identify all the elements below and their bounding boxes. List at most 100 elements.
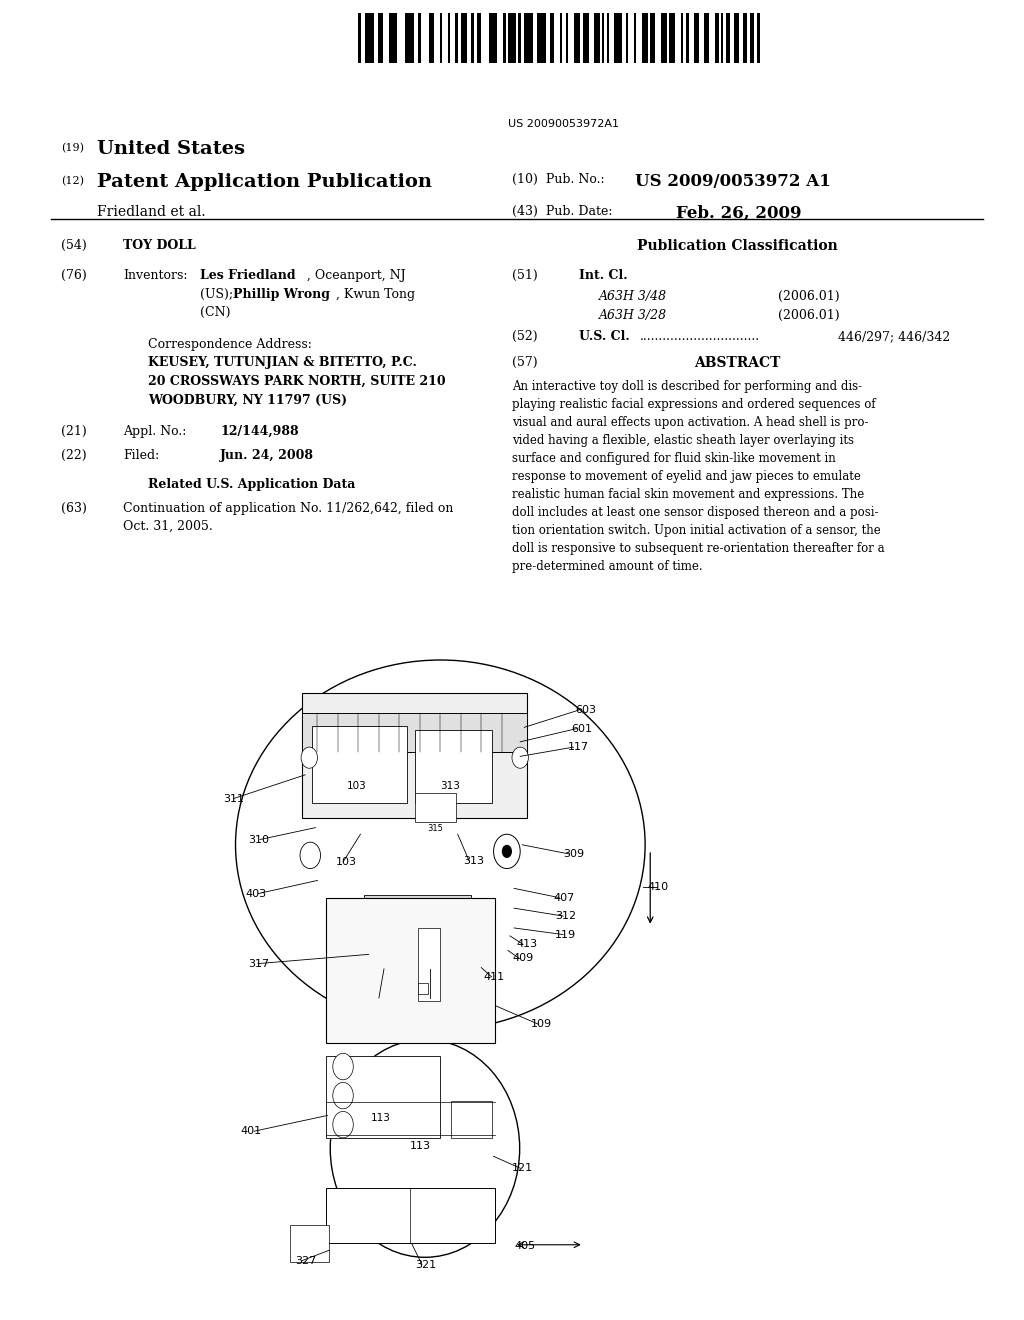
- Text: 403: 403: [246, 888, 267, 899]
- Text: 311: 311: [223, 793, 245, 804]
- Text: (2006.01): (2006.01): [778, 309, 840, 322]
- Text: TOY DOLL: TOY DOLL: [123, 239, 196, 252]
- Bar: [447, 13, 451, 63]
- Bar: [455, 13, 459, 63]
- Text: (57): (57): [512, 356, 538, 370]
- Bar: [415, 730, 492, 803]
- Text: 313: 313: [463, 855, 484, 866]
- Text: 313: 313: [440, 781, 461, 792]
- Text: (54): (54): [61, 239, 87, 252]
- Bar: [613, 13, 622, 63]
- Text: 103: 103: [346, 781, 367, 792]
- Bar: [415, 793, 456, 822]
- Bar: [379, 13, 383, 63]
- Text: (CN): (CN): [200, 306, 230, 319]
- Text: 109: 109: [530, 1019, 552, 1030]
- Text: (51): (51): [512, 269, 538, 282]
- Text: 601: 601: [571, 723, 593, 734]
- Circle shape: [333, 1111, 353, 1138]
- Text: 117: 117: [568, 742, 590, 752]
- Bar: [429, 13, 434, 63]
- Bar: [418, 928, 440, 1001]
- Text: 446/297; 446/342: 446/297; 446/342: [838, 330, 950, 343]
- Text: 407: 407: [553, 892, 574, 903]
- Bar: [312, 726, 407, 803]
- Bar: [669, 13, 675, 63]
- Text: ABSTRACT: ABSTRACT: [694, 356, 780, 371]
- Text: 327: 327: [295, 1255, 316, 1266]
- Circle shape: [512, 747, 528, 768]
- Bar: [726, 13, 730, 63]
- Text: (12): (12): [61, 176, 84, 186]
- Bar: [524, 13, 532, 63]
- Text: Appl. No.:: Appl. No.:: [123, 425, 186, 438]
- Bar: [326, 898, 495, 1043]
- Text: 20 CROSSWAYS PARK NORTH, SUITE 210: 20 CROSSWAYS PARK NORTH, SUITE 210: [148, 375, 446, 388]
- Text: US 20090053972A1: US 20090053972A1: [508, 119, 618, 129]
- Text: Correspondence Address:: Correspondence Address:: [148, 338, 312, 351]
- Bar: [508, 13, 516, 63]
- Text: , Oceanport, NJ: , Oceanport, NJ: [307, 269, 406, 282]
- Text: Feb. 26, 2009: Feb. 26, 2009: [676, 205, 802, 222]
- Bar: [607, 13, 609, 63]
- Text: (52): (52): [512, 330, 538, 343]
- Text: US 2009/0053972 A1: US 2009/0053972 A1: [635, 173, 830, 190]
- Text: 409: 409: [512, 953, 534, 964]
- Bar: [694, 13, 698, 63]
- Circle shape: [502, 845, 512, 858]
- Text: (21): (21): [61, 425, 87, 438]
- Text: (43)  Pub. Date:: (43) Pub. Date:: [512, 205, 612, 218]
- Text: (22): (22): [61, 449, 87, 462]
- Bar: [734, 13, 738, 63]
- Bar: [681, 13, 683, 63]
- Circle shape: [301, 747, 317, 768]
- Circle shape: [333, 1053, 353, 1080]
- Bar: [406, 13, 414, 63]
- Bar: [751, 13, 754, 63]
- Bar: [642, 13, 648, 63]
- Bar: [439, 13, 442, 63]
- Text: Les Friedland: Les Friedland: [200, 269, 295, 282]
- Bar: [686, 13, 689, 63]
- Text: Inventors:: Inventors:: [123, 269, 187, 282]
- Text: 410: 410: [647, 882, 669, 892]
- Text: (76): (76): [61, 269, 87, 282]
- Bar: [660, 13, 667, 63]
- Bar: [389, 13, 397, 63]
- Text: 121: 121: [512, 1163, 534, 1173]
- Text: 12/144,988: 12/144,988: [220, 425, 299, 438]
- Text: An interactive toy doll is described for performing and dis-
playing realistic f: An interactive toy doll is described for…: [512, 380, 885, 573]
- Bar: [461, 13, 467, 63]
- Bar: [419, 13, 421, 63]
- Bar: [518, 13, 521, 63]
- Bar: [743, 13, 746, 63]
- Text: KEUSEY, TUTUNJIAN & BITETTO, P.C.: KEUSEY, TUTUNJIAN & BITETTO, P.C.: [148, 356, 418, 370]
- Text: (2006.01): (2006.01): [778, 290, 840, 304]
- Text: 315: 315: [427, 824, 443, 833]
- Text: Patent Application Publication: Patent Application Publication: [97, 173, 432, 191]
- Text: 401: 401: [241, 1126, 262, 1137]
- Text: Oct. 31, 2005.: Oct. 31, 2005.: [123, 520, 213, 533]
- Bar: [326, 1056, 440, 1138]
- Text: 405: 405: [514, 1241, 536, 1251]
- Bar: [358, 13, 360, 63]
- Bar: [326, 1188, 495, 1243]
- Text: 113: 113: [371, 1113, 391, 1123]
- Text: 603: 603: [575, 705, 597, 715]
- Text: 321: 321: [415, 1259, 436, 1270]
- Text: Jun. 24, 2008: Jun. 24, 2008: [220, 449, 314, 462]
- Text: 310: 310: [248, 834, 269, 845]
- Text: 312: 312: [555, 911, 577, 921]
- Text: (10)  Pub. No.:: (10) Pub. No.:: [512, 173, 604, 186]
- Bar: [418, 983, 428, 994]
- Bar: [489, 13, 498, 63]
- Bar: [626, 13, 628, 63]
- Text: A63H 3/28: A63H 3/28: [599, 309, 668, 322]
- Text: 411: 411: [483, 972, 505, 982]
- Bar: [538, 13, 546, 63]
- Text: Phillip Wrong: Phillip Wrong: [233, 288, 331, 301]
- Bar: [550, 13, 554, 63]
- Bar: [451, 1101, 492, 1138]
- Text: 317: 317: [248, 958, 269, 969]
- Circle shape: [333, 1082, 353, 1109]
